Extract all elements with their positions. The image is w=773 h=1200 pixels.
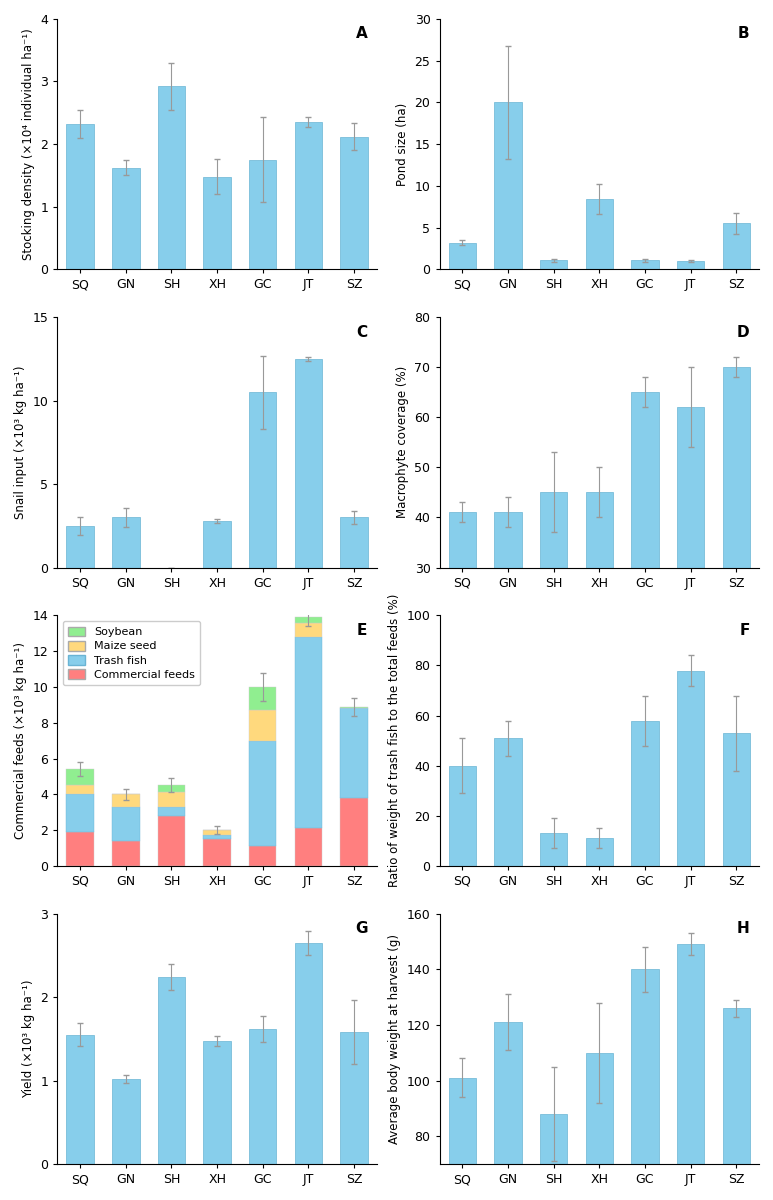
Bar xyxy=(540,833,567,866)
Bar xyxy=(295,122,322,269)
Bar xyxy=(66,785,94,794)
Y-axis label: Commercial feeds (×10³ kg ha⁻¹): Commercial feeds (×10³ kg ha⁻¹) xyxy=(14,642,27,839)
Bar xyxy=(112,1079,140,1164)
Text: B: B xyxy=(738,26,750,42)
Text: H: H xyxy=(737,922,750,936)
Bar xyxy=(158,785,186,792)
Bar xyxy=(632,392,659,718)
Bar xyxy=(249,846,277,866)
Bar xyxy=(340,707,368,708)
Text: E: E xyxy=(357,623,367,638)
Bar xyxy=(158,977,186,1164)
Bar xyxy=(203,830,231,835)
Bar xyxy=(586,199,613,269)
Bar xyxy=(340,798,368,866)
Bar xyxy=(66,1034,94,1164)
Bar xyxy=(295,617,322,623)
Bar xyxy=(494,738,522,866)
Text: D: D xyxy=(737,325,750,340)
Text: G: G xyxy=(355,922,367,936)
Bar xyxy=(586,839,613,866)
Bar xyxy=(249,1028,277,1164)
Bar xyxy=(249,740,277,846)
Text: C: C xyxy=(356,325,367,340)
Y-axis label: Ratio of weight of trash fish to the total feeds (%): Ratio of weight of trash fish to the tot… xyxy=(388,594,401,887)
Bar xyxy=(158,816,186,866)
Bar xyxy=(112,517,140,568)
Bar xyxy=(723,1008,750,1200)
Bar xyxy=(158,86,186,269)
Bar xyxy=(448,1078,476,1200)
Bar xyxy=(158,792,186,806)
Bar xyxy=(340,517,368,568)
Bar xyxy=(677,944,704,1200)
Bar xyxy=(203,521,231,568)
Bar xyxy=(632,260,659,269)
Bar xyxy=(203,1040,231,1164)
Bar xyxy=(586,1052,613,1200)
Y-axis label: Yield (×10³ kg ha⁻¹): Yield (×10³ kg ha⁻¹) xyxy=(22,979,35,1098)
Bar xyxy=(586,492,613,718)
Bar xyxy=(295,637,322,828)
Y-axis label: Stocking density (×10⁴ individual ha⁻¹): Stocking density (×10⁴ individual ha⁻¹) xyxy=(22,29,35,260)
Text: F: F xyxy=(739,623,750,638)
Bar xyxy=(66,124,94,269)
Bar xyxy=(203,176,231,269)
Y-axis label: Average body weight at harvest (g): Average body weight at harvest (g) xyxy=(388,934,401,1144)
Bar xyxy=(540,492,567,718)
Bar xyxy=(448,242,476,269)
Bar xyxy=(249,710,277,740)
Bar xyxy=(112,794,140,806)
Bar xyxy=(340,137,368,269)
Bar xyxy=(448,512,476,718)
Bar xyxy=(203,839,231,866)
Bar xyxy=(295,623,322,637)
Bar xyxy=(112,841,140,866)
Bar xyxy=(723,367,750,718)
Bar xyxy=(677,260,704,269)
Bar xyxy=(494,1022,522,1200)
Bar xyxy=(340,708,368,798)
Bar xyxy=(540,1114,567,1200)
Bar xyxy=(632,970,659,1200)
Y-axis label: Snail input (×10³ kg ha⁻¹): Snail input (×10³ kg ha⁻¹) xyxy=(14,366,27,520)
Bar xyxy=(494,102,522,269)
Bar xyxy=(448,766,476,866)
Text: A: A xyxy=(356,26,367,42)
Bar xyxy=(540,260,567,269)
Bar xyxy=(66,794,94,832)
Bar xyxy=(249,160,277,269)
Bar xyxy=(249,392,277,568)
Bar xyxy=(295,359,322,568)
Bar xyxy=(494,512,522,718)
Bar xyxy=(66,769,94,785)
Y-axis label: Macrophyte coverage (%): Macrophyte coverage (%) xyxy=(396,366,409,518)
Bar xyxy=(677,671,704,866)
Bar xyxy=(295,943,322,1164)
Bar xyxy=(632,720,659,866)
Bar xyxy=(340,1032,368,1164)
Bar xyxy=(295,828,322,866)
Bar xyxy=(112,806,140,841)
Bar xyxy=(203,835,231,839)
Bar xyxy=(249,686,277,710)
Bar xyxy=(158,806,186,816)
Bar xyxy=(677,407,704,718)
Bar xyxy=(112,168,140,269)
Bar xyxy=(723,223,750,269)
Bar xyxy=(66,526,94,568)
Bar xyxy=(723,733,750,866)
Legend: Soybean, Maize seed, Trash fish, Commercial feeds: Soybean, Maize seed, Trash fish, Commerc… xyxy=(63,620,200,685)
Y-axis label: Pond size (ha): Pond size (ha) xyxy=(396,102,409,186)
Bar xyxy=(66,832,94,866)
